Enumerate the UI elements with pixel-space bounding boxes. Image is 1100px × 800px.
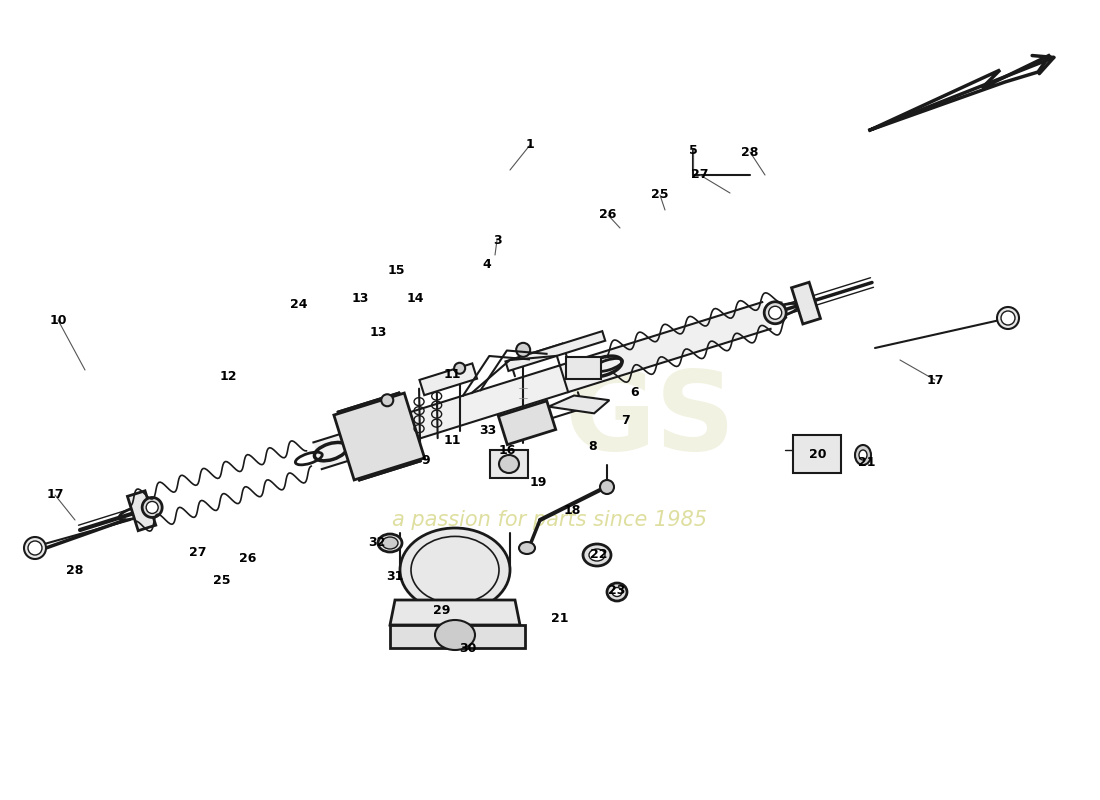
Text: 9: 9 [421, 454, 430, 466]
Ellipse shape [600, 480, 614, 494]
Text: 25: 25 [651, 189, 669, 202]
Text: 19: 19 [529, 477, 547, 490]
Text: GS: GS [564, 366, 736, 474]
Polygon shape [419, 363, 477, 395]
Ellipse shape [588, 549, 605, 561]
Ellipse shape [997, 307, 1019, 329]
Text: 17: 17 [46, 489, 64, 502]
Polygon shape [506, 331, 605, 371]
Ellipse shape [855, 445, 871, 465]
Text: 15: 15 [387, 263, 405, 277]
Text: 28: 28 [741, 146, 759, 158]
Text: 11: 11 [443, 434, 461, 446]
Polygon shape [390, 625, 525, 648]
Text: 33: 33 [480, 423, 496, 437]
Polygon shape [792, 282, 821, 324]
Text: 4: 4 [483, 258, 492, 271]
Bar [566, 357, 602, 378]
Text: 16: 16 [498, 443, 516, 457]
Text: 24: 24 [290, 298, 308, 311]
Ellipse shape [28, 541, 42, 555]
Text: 14: 14 [406, 291, 424, 305]
Text: 13: 13 [351, 291, 369, 305]
Text: 29: 29 [433, 603, 451, 617]
Ellipse shape [607, 583, 627, 601]
Text: 25: 25 [213, 574, 231, 586]
Text: 27: 27 [691, 169, 708, 182]
Ellipse shape [764, 302, 786, 324]
Ellipse shape [454, 362, 465, 374]
Text: 6: 6 [630, 386, 639, 398]
Ellipse shape [519, 542, 535, 554]
Ellipse shape [382, 537, 398, 549]
Polygon shape [314, 302, 771, 469]
Ellipse shape [146, 502, 158, 514]
Text: 10: 10 [50, 314, 67, 326]
Text: 30: 30 [460, 642, 476, 654]
Text: 22: 22 [591, 549, 607, 562]
Polygon shape [549, 395, 609, 414]
Text: 31: 31 [386, 570, 404, 583]
Text: 26: 26 [600, 209, 617, 222]
Text: 7: 7 [620, 414, 629, 426]
Ellipse shape [612, 587, 621, 597]
Text: 26: 26 [240, 551, 256, 565]
Ellipse shape [583, 544, 610, 566]
Text: 21: 21 [551, 611, 569, 625]
Text: 17: 17 [926, 374, 944, 386]
Ellipse shape [382, 394, 394, 406]
Ellipse shape [1001, 311, 1015, 325]
Text: 23: 23 [608, 583, 626, 597]
Text: 1: 1 [526, 138, 535, 151]
Polygon shape [128, 491, 156, 530]
Text: 32: 32 [368, 537, 386, 550]
Polygon shape [334, 393, 425, 480]
Ellipse shape [434, 620, 475, 650]
Text: a passion for parts since 1985: a passion for parts since 1985 [393, 510, 707, 530]
Ellipse shape [142, 498, 162, 518]
Text: 18: 18 [563, 503, 581, 517]
Text: 28: 28 [66, 563, 84, 577]
Ellipse shape [516, 343, 530, 357]
Text: 13: 13 [370, 326, 387, 338]
Ellipse shape [24, 537, 46, 559]
Bar [793, 435, 842, 473]
Text: 12: 12 [219, 370, 236, 382]
Bar [490, 450, 528, 478]
Ellipse shape [769, 306, 782, 319]
Polygon shape [390, 600, 520, 625]
Ellipse shape [400, 528, 510, 612]
Ellipse shape [859, 450, 867, 460]
Polygon shape [498, 401, 556, 445]
Text: 5: 5 [689, 143, 697, 157]
Ellipse shape [499, 455, 519, 473]
Text: 27: 27 [189, 546, 207, 559]
Text: 11: 11 [443, 369, 461, 382]
Text: 8: 8 [588, 441, 597, 454]
Text: 20: 20 [810, 449, 827, 462]
Ellipse shape [378, 534, 402, 552]
Text: 3: 3 [493, 234, 502, 246]
Text: 21: 21 [858, 455, 876, 469]
